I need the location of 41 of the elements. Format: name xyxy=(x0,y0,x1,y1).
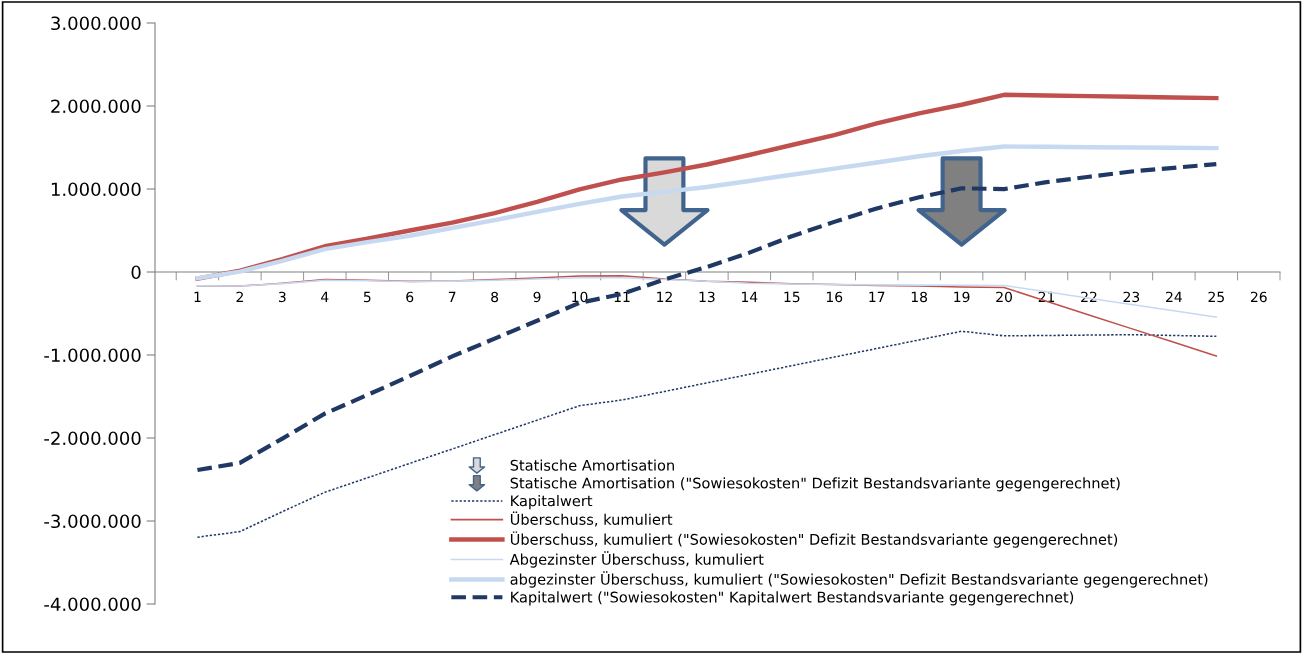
x-tick-label: 7 xyxy=(448,291,456,302)
x-tick-label: 22 xyxy=(1081,291,1097,302)
x-tick-label: 4 xyxy=(321,291,329,302)
y-tick-label: -3.000.000 xyxy=(44,514,141,529)
x-tick-label: 1 xyxy=(194,291,201,302)
x-tick-label: 25 xyxy=(1208,291,1224,303)
x-tick-label: 16 xyxy=(826,291,843,303)
x-tick-label: 14 xyxy=(742,291,758,302)
y-tick-label: 3.000.000 xyxy=(51,16,141,31)
legend-label: Statische Amortisation xyxy=(510,459,674,471)
legend-label: Statische Amortisation ("Sowiesokosten" Defizit Bestandsvariante gegengerechnet) xyxy=(510,477,1120,492)
y-tick-label: -1.000.000 xyxy=(44,348,141,363)
x-tick-label: 13 xyxy=(699,291,715,303)
x-tick-label: 15 xyxy=(784,291,800,303)
y-tick-label: 2.000.000 xyxy=(51,99,141,114)
x-tick-label: 10 xyxy=(572,291,588,303)
legend-label: Überschuss, kumuliert xyxy=(510,511,673,527)
x-tick-label: 3 xyxy=(279,291,286,303)
x-tick-label: 9 xyxy=(533,291,541,303)
legend-label: Überschuss, kumuliert ("Sowiesokosten" Defizit Bestandsvariante gegengerechnet) xyxy=(510,531,1118,548)
x-tick-label: 8 xyxy=(491,291,499,303)
legend-label: abgezinster Überschuss, kumuliert ("Sowiesokosten" Defizit Bestandsvariante gegengerechnet) xyxy=(510,571,1208,588)
x-tick-label: 5 xyxy=(363,291,371,303)
x-tick-label: 12 xyxy=(657,291,672,302)
legend-label: Abgezinster Überschuss, kumuliert xyxy=(509,551,764,568)
x-tick-label: 17 xyxy=(869,291,885,302)
x-tick-label: 23 xyxy=(1123,291,1140,303)
x-tick-label: 18 xyxy=(911,291,928,303)
legend-label: Kapitalwert ("Sowiesokosten" Kapitalwert Bestandsvariante gegengerechnet) xyxy=(511,591,1074,606)
y-tick-label: -2.000.000 xyxy=(44,431,141,446)
y-tick-label: -4.000.000 xyxy=(44,597,141,612)
legend-label: Kapitalwert xyxy=(511,495,593,510)
x-tick-label: 2 xyxy=(236,291,243,302)
x-tick-label: 19 xyxy=(954,291,970,303)
line-series xyxy=(195,144,1219,281)
x-tick-label: 24 xyxy=(1166,291,1182,302)
y-tick-label: 0 xyxy=(131,265,141,280)
y-tick-label: 1.000.000 xyxy=(51,182,141,197)
x-tick-label: 6 xyxy=(406,291,414,303)
x-tick-label: 20 xyxy=(996,291,1012,303)
x-tick-label: 26 xyxy=(1250,291,1267,303)
